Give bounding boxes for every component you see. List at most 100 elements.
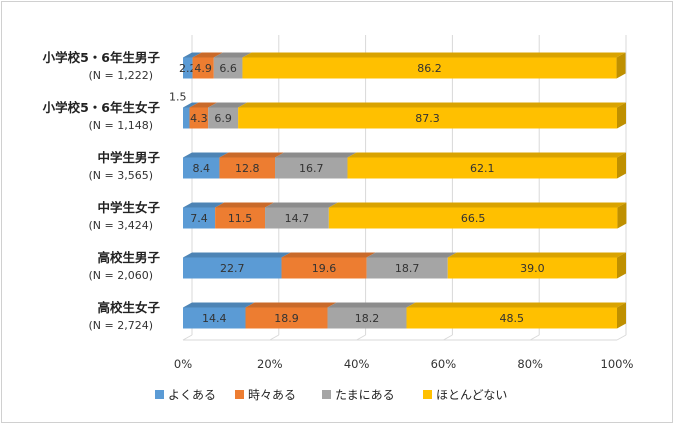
bar-segment[interactable] xyxy=(366,257,448,279)
legend-swatch xyxy=(155,390,164,399)
category-n-label: (N = 1,222) xyxy=(88,69,153,82)
data-label: 18.2 xyxy=(355,312,380,325)
bar-top-3 xyxy=(208,102,248,108)
bar-segment[interactable] xyxy=(213,57,243,79)
bar-top-3 xyxy=(366,252,457,258)
data-label: 14.4 xyxy=(202,312,227,325)
category-n-label: (N = 2,724) xyxy=(88,319,153,332)
bar-segment[interactable] xyxy=(183,157,220,179)
data-label: 18.7 xyxy=(395,262,420,275)
bar-segment[interactable] xyxy=(192,57,214,79)
bar-top-2 xyxy=(281,252,376,258)
bar-top-4 xyxy=(238,102,627,108)
data-label: 2.2 xyxy=(179,62,197,75)
data-label: 19.6 xyxy=(312,262,337,275)
category-label: 高校生女子 xyxy=(97,300,160,315)
bar-segment[interactable] xyxy=(245,307,328,329)
x-tick-label: 100% xyxy=(601,357,634,371)
gridline-foot xyxy=(269,334,280,341)
bar-segment[interactable] xyxy=(215,207,266,229)
bar-side xyxy=(617,102,626,129)
data-label: 39.0 xyxy=(520,262,545,275)
bar-segment[interactable] xyxy=(406,307,617,329)
legend-swatch xyxy=(423,390,432,399)
bar-top-2 xyxy=(215,202,275,208)
category-n-label: (N = 3,565) xyxy=(88,169,153,182)
bar-top-3 xyxy=(213,52,252,58)
gridline-foot xyxy=(616,334,627,341)
data-label: 4.3 xyxy=(190,112,208,125)
bar-segment[interactable] xyxy=(208,107,239,129)
bar-top-4 xyxy=(328,202,627,208)
bar-top-1 xyxy=(183,102,199,108)
bar-segment[interactable] xyxy=(183,107,190,129)
bar-top-4 xyxy=(406,302,626,308)
category-n-label: (N = 2,060) xyxy=(88,269,153,282)
x-tick-label: 80% xyxy=(517,357,543,371)
category-label: 中学生女子 xyxy=(97,200,160,215)
data-label: 8.4 xyxy=(192,162,210,175)
bar-side xyxy=(617,152,626,179)
data-label: 1.5 xyxy=(169,91,187,104)
bar-top-1 xyxy=(183,302,255,308)
bar-side xyxy=(617,302,626,329)
data-label: 22.7 xyxy=(220,262,245,275)
bar-segment[interactable] xyxy=(281,257,367,279)
legend-label: ほとんどない xyxy=(436,388,507,402)
category-label: 小学校5・6年生女子 xyxy=(42,100,161,115)
legend-swatch xyxy=(322,390,331,399)
bar-side xyxy=(617,202,627,229)
bar-segment[interactable] xyxy=(183,307,246,329)
bar-top-2 xyxy=(189,102,218,108)
bar-top-1 xyxy=(183,252,291,258)
category-label: 中学生男子 xyxy=(97,150,160,165)
bar-top-1 xyxy=(183,52,202,58)
data-label: 86.2 xyxy=(417,62,442,75)
data-label: 62.1 xyxy=(470,162,495,175)
gridline-foot xyxy=(529,334,540,341)
bar-segment[interactable] xyxy=(447,257,617,279)
bar-segment[interactable] xyxy=(183,57,193,79)
bar-top-4 xyxy=(347,152,626,158)
bar-side xyxy=(616,52,626,79)
bar-segment[interactable] xyxy=(189,107,209,129)
bar-segment[interactable] xyxy=(242,57,617,79)
bar-top-1 xyxy=(183,202,225,208)
data-label: 6.6 xyxy=(219,62,237,75)
bar-segment[interactable] xyxy=(265,207,329,229)
bar-top-4 xyxy=(447,252,626,258)
bar-segment[interactable] xyxy=(275,157,348,179)
bar-segment[interactable] xyxy=(328,207,618,229)
bar-top-2 xyxy=(245,302,337,308)
bar-segment[interactable] xyxy=(183,257,282,279)
bar-top-4 xyxy=(242,52,626,58)
bar-segment[interactable] xyxy=(327,307,407,329)
x-tick-label: 40% xyxy=(344,357,370,371)
data-label: 18.9 xyxy=(274,312,299,325)
category-n-label: (N = 3,424) xyxy=(88,219,153,232)
data-label: 16.7 xyxy=(299,162,324,175)
bar-top-3 xyxy=(275,152,357,158)
bar-side xyxy=(617,252,626,279)
data-label: 87.3 xyxy=(415,112,440,125)
bar-segment[interactable] xyxy=(219,157,276,179)
data-label: 4.9 xyxy=(194,62,212,75)
bar-top-3 xyxy=(265,202,338,208)
legend-swatch xyxy=(235,390,244,399)
category-label: 高校生男子 xyxy=(97,250,160,265)
bar-top-1 xyxy=(183,152,229,158)
bar-segment[interactable] xyxy=(238,107,618,129)
bar-segment[interactable] xyxy=(347,157,617,179)
bar-segment[interactable] xyxy=(183,207,216,229)
data-label: 48.5 xyxy=(500,312,525,325)
data-label: 11.5 xyxy=(228,212,253,225)
data-label: 66.5 xyxy=(461,212,486,225)
legend-label: 時々ある xyxy=(248,388,296,402)
legend-label: よくある xyxy=(168,388,216,402)
bar-top-2 xyxy=(219,152,285,158)
data-label: 7.4 xyxy=(190,212,208,225)
legend-label: たまにある xyxy=(335,388,395,402)
category-label: 小学校5・6年生男子 xyxy=(42,50,161,65)
x-tick-label: 0% xyxy=(174,357,192,371)
